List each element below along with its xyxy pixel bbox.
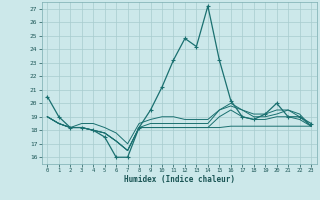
X-axis label: Humidex (Indice chaleur): Humidex (Indice chaleur): [124, 175, 235, 184]
